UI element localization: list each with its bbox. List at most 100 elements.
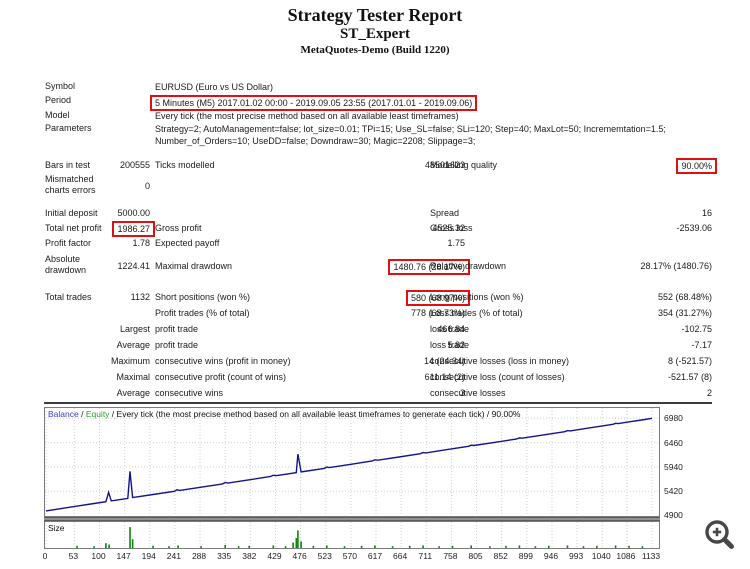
y-axis-tick-label: 5940 [664,461,683,472]
table-row: Maximal consecutive profit (count of wins… [40,370,715,385]
row-label: consecutive losses [430,388,506,398]
row-label: consecutive profit (count of wins) [155,372,287,382]
row-value: 552 (68.48%) [657,292,712,302]
size-chart-plot [45,522,653,548]
row-value: Every tick (the most precise method base… [155,111,459,121]
x-axis-tick-label: 100 [91,551,106,561]
row-label: Period [45,95,72,105]
row-label: Expected payoff [155,238,220,248]
row-value: Largest [119,324,150,334]
row-value: 1.75 [447,238,465,248]
x-axis-tick-label: 852 [493,551,508,561]
row-label: consecutive losses (loss in money) [430,356,570,366]
row-value: 200555 [119,160,150,170]
x-axis-tick-label: 1086 [616,551,636,561]
row-value: 1986.27 [40,221,155,237]
row-value: 90.00% [540,158,717,174]
highlight-box: 5 Minutes (M5) 2017.01.02 00:00 - 2019.0… [150,95,478,111]
legend-description: Every tick (the most precise method base… [116,409,521,419]
row-value: -7.17 [691,340,712,350]
table-row: Symbol EURUSD (Euro vs US Dollar) [40,79,715,94]
x-axis-tick-label: 805 [468,551,483,561]
page-title: Strategy Tester Report [287,5,463,25]
row-label: Short positions (won %) [155,292,251,302]
row-label: profit trade [155,324,199,334]
row-value: 1132 [130,292,150,302]
row-label: Modelling quality [430,160,498,170]
x-axis-tick-label: 899 [518,551,533,561]
x-axis-tick-label: 1040 [591,551,611,561]
x-axis-tick-label: 617 [367,551,383,561]
x-axis-tick-label: 429 [267,551,282,561]
row-value: 5 Minutes (M5) 2017.01.02 00:00 - 2019.0… [150,93,680,111]
table-row: Largest profit trade 466.84 loss trade -102.… [40,322,715,337]
table-row: Total net profit 1986.27 Gross profit 4525.… [40,221,715,237]
row-value: Strategy=2; AutoManagement=false; lot_si… [155,124,666,146]
size-chart-label: Size [48,523,65,533]
table-row: Absolute drawdown 1224.41 Maximal drawdown… [40,252,715,280]
balance-legend-label: Balance [48,409,79,419]
x-axis-tick-label: 570 [342,551,357,561]
row-label: Gross profit [155,223,202,233]
row-label: Loss trades (% of total) [430,308,523,318]
balance-chart[interactable]: Balance / Equity / Every tick (the most … [44,407,660,517]
row-label: Total net profit [45,223,102,233]
row-value: 3 [459,388,465,398]
x-axis-tick-label: 758 [443,551,458,561]
row-value: EURUSD (Euro vs US Dollar) [155,82,274,92]
table-row: Bars in test 200555 Ticks modelled 48501623… [40,158,717,174]
size-chart[interactable]: Size [44,521,660,549]
balance-chart-plot [45,408,659,516]
x-axis-tick-label: 194 [141,551,156,561]
table-row: Average profit trade 5.82 loss trade -7.17 [40,338,715,353]
y-axis-tick-label: 4900 [664,510,683,520]
x-axis-tick-label: 288 [191,551,207,561]
x-axis-tick-label: 53 [68,551,79,561]
row-value: 778 (68.73%) [410,308,465,318]
row-value: 5.82 [447,340,465,350]
table-row: Mismatched charts errors 0 [40,172,715,200]
x-axis-tick-label: 993 [569,551,584,561]
row-label: Bars in test [45,160,91,170]
row-value: 0 [144,181,150,191]
row-value: 1.78 [132,238,150,248]
legend-separator: / [109,409,117,419]
row-label: Relative drawdown [430,261,507,271]
row-value: -102.75 [681,324,712,334]
table-row: Initial deposit 5000.00 Spread 16 [40,206,715,221]
row-value: Average [116,388,150,398]
divider [44,402,712,404]
highlight-box: 90.00% [676,158,717,174]
row-label: profit trade [155,340,199,350]
table-row: Maximum consecutive wins (profit in money… [40,354,715,369]
chart-separator-bar [44,517,660,521]
row-label: Initial deposit [45,208,98,218]
legend-separator: / [78,409,86,419]
table-row: Parameters Strategy=2; AutoManagement=fal… [40,121,715,147]
row-label: Parameters [45,123,92,133]
row-value: 14 (24.34) [423,356,465,366]
x-axis-tick-label: 711 [418,551,433,561]
highlight-box: 580 (68.97%) [405,290,470,306]
row-label: Spread [430,208,460,218]
row-value: Maximal [116,372,150,382]
row-value: 5000.00 [117,208,150,218]
y-axis-tick-label: 6460 [664,437,683,448]
x-axis-tick-label: 241 [166,551,181,561]
row-label: Long positions (won %) [430,292,524,302]
x-axis-tick-label: 664 [393,551,408,561]
table-row: Total trades 1132 Short positions (won %) 5… [40,290,715,306]
row-label: consecutive loss (count of losses) [430,372,565,382]
row-label: Symbol [45,81,76,91]
row-value: -521.57 (8) [667,372,712,382]
row-value: 466.84 [437,324,465,334]
row-value: 580 (68.97%) [255,290,470,306]
row-label: loss trade [430,324,470,334]
row-label: Mismatched charts errors [45,174,96,195]
row-value: 28.17% (1480.76) [640,261,712,271]
table-row: Period 5 Minutes (M5) 2017.01.02 00:00 - … [40,93,715,111]
zoom-in-icon[interactable] [701,517,741,557]
x-axis-tick-label: 147 [116,551,131,561]
y-axis-tick-label: 6980 [664,413,683,424]
